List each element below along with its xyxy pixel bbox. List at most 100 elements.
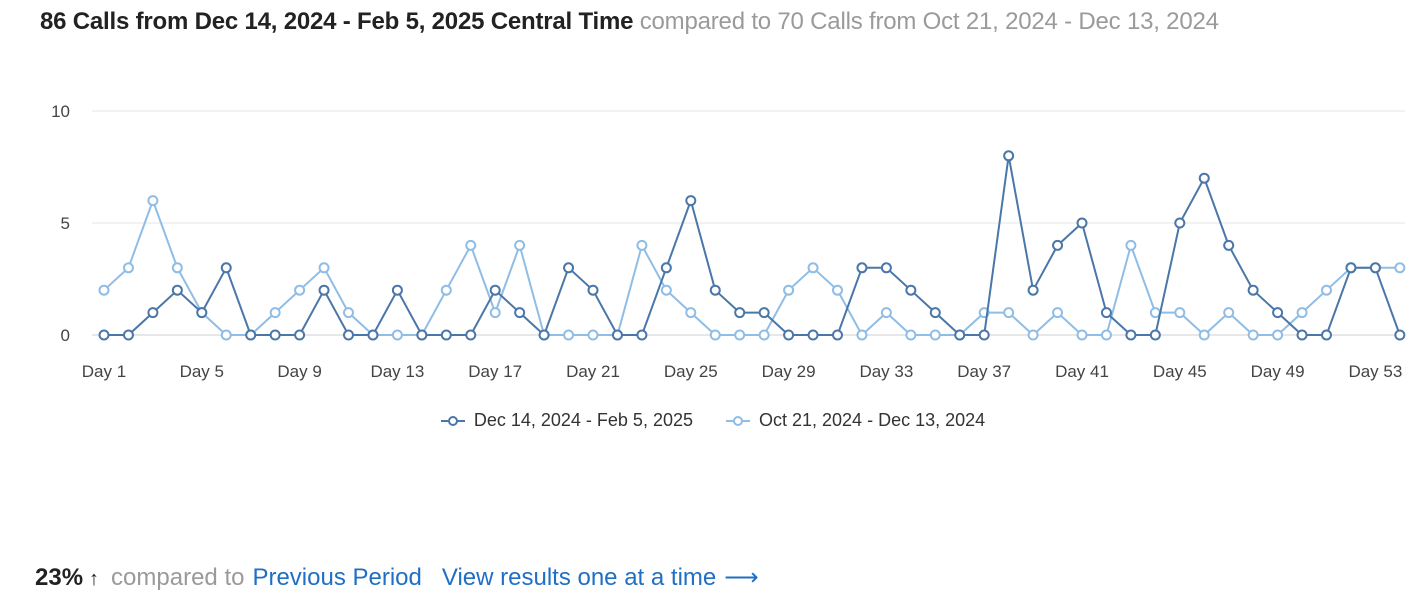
data-point [294, 329, 306, 341]
series-line [103, 199, 1400, 336]
chart-legend: Dec 14, 2024 - Feb 5, 2025 Oct 21, 2024 … [0, 410, 1425, 431]
data-point [856, 262, 868, 274]
previous-period-link[interactable]: Previous Period [252, 564, 422, 591]
data-point [832, 329, 843, 341]
data-point [98, 284, 110, 296]
data-point [391, 329, 403, 341]
data-point [416, 329, 428, 341]
data-point [587, 329, 599, 341]
chart-header: 86 Calls from Dec 14, 2024 - Feb 5, 2025… [40, 8, 1219, 36]
legend-label-previous: Oct 21, 2024 - Dec 13, 2024 [759, 410, 986, 430]
data-point [1369, 262, 1381, 274]
data-point [685, 195, 697, 207]
data-point [1149, 307, 1161, 319]
data-point [1296, 307, 1308, 319]
line-chart: 0 5 10 Day 1 Day 5 Day 9 Day 13 Day 17 Day 21 Day… [0, 80, 1425, 460]
data-point [563, 329, 575, 341]
data-point [465, 239, 477, 251]
arrow-right-icon: ⟶ [724, 564, 759, 591]
data-point [171, 262, 183, 274]
data-point [269, 307, 281, 319]
data-point [1272, 307, 1284, 319]
data-point [611, 329, 623, 341]
chart-svg: 0 5 10 Day 1 Day 5 Day 9 Day 13 Day 17 Day 21 Day… [51, 102, 1406, 381]
y-tick-label: 0 [61, 326, 70, 345]
data-point [905, 284, 917, 296]
data-point [147, 307, 159, 319]
compared-to-label: compared to [111, 564, 245, 591]
data-point [587, 284, 599, 296]
data-point [1003, 307, 1015, 319]
data-point [318, 262, 330, 274]
data-point [807, 329, 819, 341]
data-point [171, 284, 183, 296]
arrow-up-icon: ↑ [89, 568, 100, 590]
data-point [660, 284, 672, 296]
data-point [929, 307, 941, 319]
data-point [122, 262, 134, 274]
legend-item-previous[interactable]: Oct 21, 2024 - Dec 13, 2024 [725, 410, 985, 431]
percent-change: 23% [35, 564, 84, 591]
data-point [1223, 307, 1235, 319]
data-point [783, 284, 795, 296]
data-point [832, 284, 843, 296]
data-point [563, 262, 575, 274]
x-tick-label: Day 53 [1348, 362, 1402, 381]
x-tick-label: Day 13 [370, 362, 424, 381]
x-tick-label: Day 21 [566, 362, 620, 381]
data-point [1272, 329, 1284, 341]
data-point [1296, 329, 1308, 341]
data-point [1174, 217, 1186, 229]
data-point [1076, 329, 1088, 341]
data-point [758, 329, 770, 341]
data-point [734, 307, 746, 319]
legend-swatch-previous-icon [726, 415, 750, 426]
data-point [1100, 307, 1112, 319]
x-tick-label: Day 9 [277, 362, 321, 381]
data-point [1125, 239, 1137, 251]
x-tick-label: Day 45 [1153, 362, 1207, 381]
data-point [489, 284, 501, 296]
data-point [636, 329, 648, 341]
data-point [1149, 329, 1161, 341]
data-point [807, 262, 819, 274]
data-point [1174, 307, 1186, 319]
data-point [318, 284, 330, 296]
legend-swatch-current-icon [440, 415, 465, 426]
legend-item-current[interactable]: Dec 14, 2024 - Feb 5, 2025 [440, 410, 693, 431]
data-point [685, 307, 697, 319]
x-tick-label: Day 5 [180, 362, 224, 381]
data-point [905, 329, 917, 341]
comparison-footer: 23% ↑ compared to Previous Period View r… [35, 563, 759, 592]
data-point [856, 329, 868, 341]
data-point [1321, 284, 1332, 296]
view-results-one-at-a-time-link[interactable]: View results one at a time ⟶ [442, 563, 759, 592]
data-point [758, 307, 770, 319]
data-point [929, 329, 941, 341]
data-point [1198, 329, 1210, 341]
x-tick-label: Day 49 [1251, 362, 1305, 381]
data-point [514, 239, 526, 251]
data-point [489, 307, 501, 319]
data-point [1223, 239, 1235, 251]
data-point [636, 239, 648, 251]
data-point [880, 307, 892, 319]
data-point [1345, 262, 1357, 274]
view-results-label: View results one at a time [441, 564, 717, 591]
data-point [514, 307, 526, 319]
x-tick-label: Day 41 [1055, 362, 1109, 381]
data-point [538, 329, 550, 341]
data-point [269, 329, 281, 341]
data-point [1321, 329, 1332, 341]
data-point [1003, 150, 1015, 162]
data-point [367, 329, 379, 341]
current-period-summary: 86 Calls from Dec 14, 2024 - Feb 5, 2025… [40, 8, 634, 35]
data-point [343, 307, 354, 319]
y-tick-label: 5 [61, 214, 70, 233]
data-point [440, 329, 452, 341]
data-point [783, 329, 795, 341]
legend-label-current: Dec 14, 2024 - Feb 5, 2025 [473, 410, 693, 430]
data-point [1125, 329, 1137, 341]
data-point [1247, 329, 1259, 341]
previous-period-summary: compared to 70 Calls from Oct 21, 2024 -… [639, 8, 1219, 35]
